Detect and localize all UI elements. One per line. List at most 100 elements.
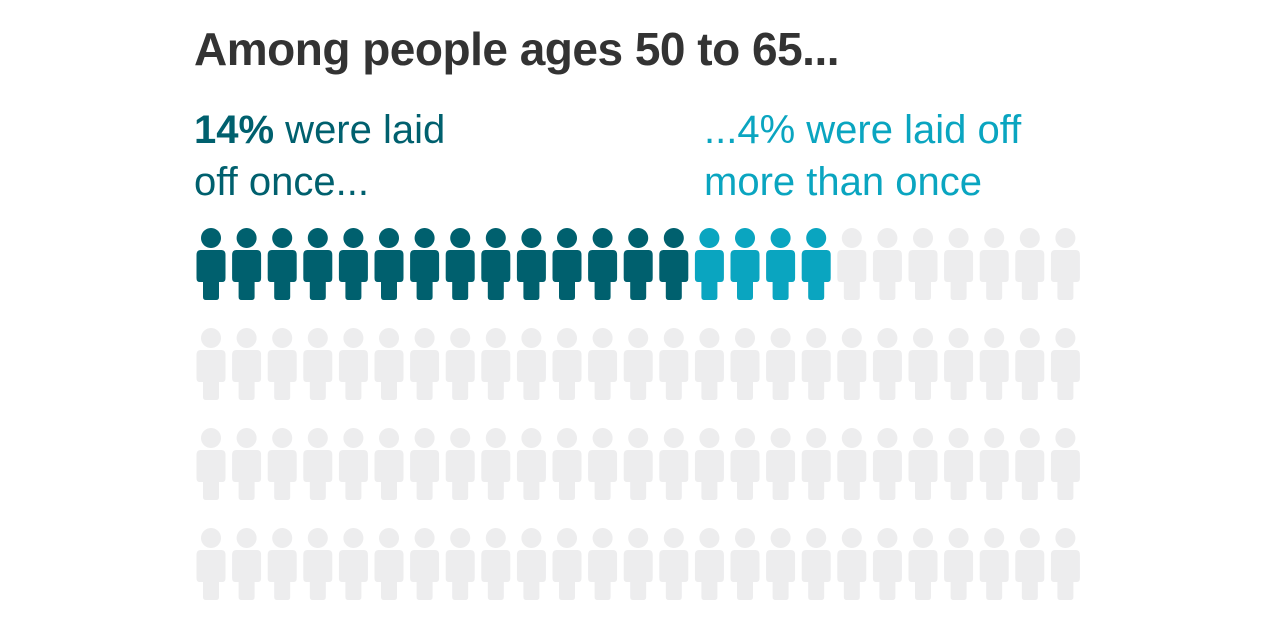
- person-icon-not-laid-off: [908, 528, 938, 600]
- person-icon-not-laid-off: [374, 328, 404, 400]
- person-icon-not-laid-off: [730, 328, 760, 400]
- person-icon-not-laid-off: [196, 328, 226, 400]
- person-icon-not-laid-off: [979, 228, 1009, 300]
- person-icon-not-laid-off: [659, 528, 689, 600]
- person-icon-not-laid-off: [232, 328, 262, 400]
- person-icon-not-laid-off: [908, 328, 938, 400]
- person-icon-not-laid-off: [659, 328, 689, 400]
- person-icon-laid-off-once: [338, 228, 368, 300]
- person-icon-laid-off-more-than-once: [766, 228, 796, 300]
- person-icon-laid-off-once: [267, 228, 297, 300]
- person-icon-not-laid-off: [944, 228, 974, 300]
- annotation-laid-off-more-than-once: ...4% were laid off more than once: [704, 104, 1104, 208]
- person-icon-laid-off-once: [232, 228, 262, 300]
- person-icon-not-laid-off: [766, 428, 796, 500]
- person-icon-not-laid-off: [196, 428, 226, 500]
- person-icon-not-laid-off: [944, 528, 974, 600]
- person-icon-not-laid-off: [979, 428, 1009, 500]
- person-icon-not-laid-off: [303, 328, 333, 400]
- person-icon-not-laid-off: [872, 428, 902, 500]
- person-icon-not-laid-off: [623, 328, 653, 400]
- person-icon-not-laid-off: [908, 428, 938, 500]
- person-icon-not-laid-off: [303, 428, 333, 500]
- person-icon-laid-off-more-than-once: [730, 228, 760, 300]
- person-icon-not-laid-off: [338, 328, 368, 400]
- person-icon-not-laid-off: [801, 428, 831, 500]
- person-icon-laid-off-more-than-once: [694, 228, 724, 300]
- person-icon-not-laid-off: [267, 528, 297, 600]
- person-icon-not-laid-off: [481, 328, 511, 400]
- chart-title: Among people ages 50 to 65...: [194, 23, 840, 75]
- person-icon-not-laid-off: [338, 528, 368, 600]
- person-icon-not-laid-off: [445, 428, 475, 500]
- person-icon-not-laid-off: [552, 428, 582, 500]
- person-icon-laid-off-once: [552, 228, 582, 300]
- person-icon-laid-off-once: [481, 228, 511, 300]
- person-icon-not-laid-off: [338, 428, 368, 500]
- person-icon-not-laid-off: [410, 428, 440, 500]
- person-icon-not-laid-off: [1050, 528, 1080, 600]
- annotation-more-than-once-text: ...4% were laid off more than once: [704, 108, 1022, 204]
- person-icon-laid-off-once: [516, 228, 546, 300]
- person-icon-not-laid-off: [766, 528, 796, 600]
- person-icon-not-laid-off: [481, 528, 511, 600]
- person-icon-laid-off-once: [588, 228, 618, 300]
- person-icon-not-laid-off: [623, 428, 653, 500]
- person-icon-not-laid-off: [588, 528, 618, 600]
- person-icon-not-laid-off: [979, 328, 1009, 400]
- person-icon-not-laid-off: [267, 328, 297, 400]
- person-icon-not-laid-off: [374, 528, 404, 600]
- person-icon-not-laid-off: [837, 228, 867, 300]
- person-icon-not-laid-off: [196, 528, 226, 600]
- person-icon-laid-off-once: [374, 228, 404, 300]
- person-icon-not-laid-off: [1015, 228, 1045, 300]
- person-icon-not-laid-off: [552, 328, 582, 400]
- person-icon-not-laid-off: [445, 328, 475, 400]
- person-icon-not-laid-off: [445, 528, 475, 600]
- person-icon-not-laid-off: [232, 428, 262, 500]
- person-icon-not-laid-off: [837, 428, 867, 500]
- person-icon-laid-off-once: [196, 228, 226, 300]
- person-icon-not-laid-off: [267, 428, 297, 500]
- person-icon-not-laid-off: [694, 528, 724, 600]
- person-icon-not-laid-off: [623, 528, 653, 600]
- person-icon-not-laid-off: [872, 228, 902, 300]
- person-icon-not-laid-off: [801, 528, 831, 600]
- person-icon-not-laid-off: [694, 328, 724, 400]
- person-icon-not-laid-off: [516, 528, 546, 600]
- person-icon-laid-off-once: [659, 228, 689, 300]
- person-icon-not-laid-off: [588, 328, 618, 400]
- person-icon-laid-off-once: [445, 228, 475, 300]
- person-icon-not-laid-off: [979, 528, 1009, 600]
- person-icon-not-laid-off: [410, 328, 440, 400]
- person-icon-laid-off-more-than-once: [801, 228, 831, 300]
- person-icon-not-laid-off: [1050, 428, 1080, 500]
- person-icon-not-laid-off: [837, 528, 867, 600]
- person-icon-laid-off-once: [410, 228, 440, 300]
- person-icon-not-laid-off: [232, 528, 262, 600]
- person-icon-not-laid-off: [516, 428, 546, 500]
- person-icon-not-laid-off: [872, 528, 902, 600]
- person-icon-not-laid-off: [1015, 528, 1045, 600]
- person-icon-not-laid-off: [588, 428, 618, 500]
- person-icon-not-laid-off: [1015, 328, 1045, 400]
- person-icon-not-laid-off: [908, 228, 938, 300]
- person-icon-not-laid-off: [374, 428, 404, 500]
- person-icon-not-laid-off: [1050, 228, 1080, 300]
- person-icon-not-laid-off: [516, 328, 546, 400]
- person-icon-not-laid-off: [552, 528, 582, 600]
- person-icon-not-laid-off: [303, 528, 333, 600]
- person-icon-not-laid-off: [766, 328, 796, 400]
- person-icon-not-laid-off: [801, 328, 831, 400]
- person-icon-not-laid-off: [481, 428, 511, 500]
- annotation-once-value: 14%: [194, 108, 275, 152]
- person-icon-not-laid-off: [730, 528, 760, 600]
- person-icon-not-laid-off: [1050, 328, 1080, 400]
- person-icon-laid-off-once: [623, 228, 653, 300]
- person-icon-not-laid-off: [694, 428, 724, 500]
- annotation-laid-off-once: 14% were laid off once...: [194, 104, 494, 208]
- person-icon-not-laid-off: [944, 428, 974, 500]
- person-icon-not-laid-off: [410, 528, 440, 600]
- person-icon-not-laid-off: [1015, 428, 1045, 500]
